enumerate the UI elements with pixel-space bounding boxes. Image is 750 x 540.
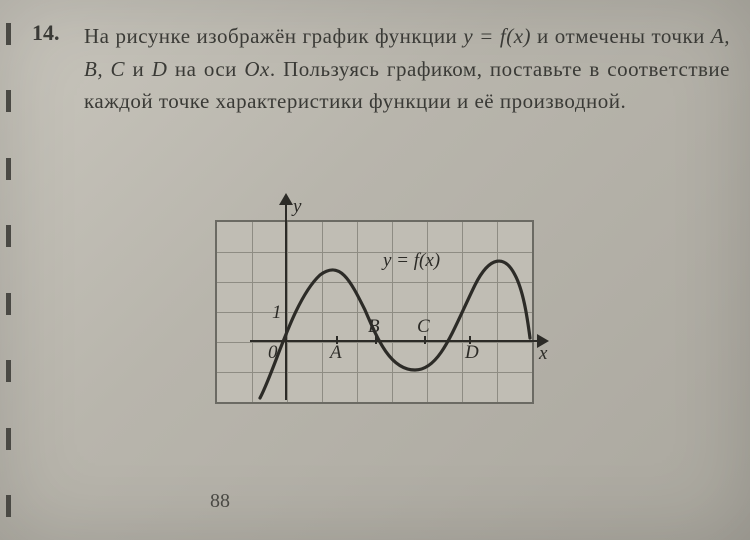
margin-tick: [6, 293, 11, 315]
point-C-label: C: [417, 316, 430, 338]
point-D-label: D: [465, 342, 479, 364]
content: 14. На рисунке изображён график функции …: [32, 20, 730, 118]
equation: y = f(x): [463, 24, 531, 48]
problem-block: 14. На рисунке изображён график функции …: [32, 20, 730, 118]
margin-tick: [6, 360, 11, 382]
y-axis-label: y: [293, 196, 301, 218]
margin-tick: [6, 428, 11, 450]
page-number: 88: [210, 490, 230, 513]
margin-tick: [6, 225, 11, 247]
point-d: D: [152, 57, 168, 81]
text-run: на оси: [167, 57, 244, 81]
text-run: На рисунке изображён график функции: [84, 24, 463, 48]
axis-name: Ox: [244, 57, 270, 81]
margin-tick: [6, 90, 11, 112]
text-run: и: [125, 57, 152, 81]
curve-label: y = f(x): [383, 250, 440, 272]
one-label: 1: [272, 302, 282, 324]
point-A-label: A: [330, 342, 342, 364]
x-axis-label: x: [539, 343, 547, 365]
margin-tick: [6, 158, 11, 180]
curve-path: [260, 261, 530, 398]
problem-text: На рисунке изображён график функции y = …: [84, 20, 730, 118]
page: 14. На рисунке изображён график функции …: [0, 0, 750, 540]
point-B-label: B: [368, 316, 380, 338]
y-axis-arrow-icon: [279, 193, 293, 205]
function-curve: [215, 220, 530, 400]
margin-tick: [6, 495, 11, 517]
left-margin-ticks: [6, 0, 11, 540]
problem-number: 14.: [32, 20, 70, 46]
margin-tick: [6, 23, 11, 45]
text-run: и отмечены точки: [531, 24, 711, 48]
origin-label: 0: [268, 342, 278, 364]
figure: y x 0 1 y = f(x) A B C D: [185, 190, 555, 450]
